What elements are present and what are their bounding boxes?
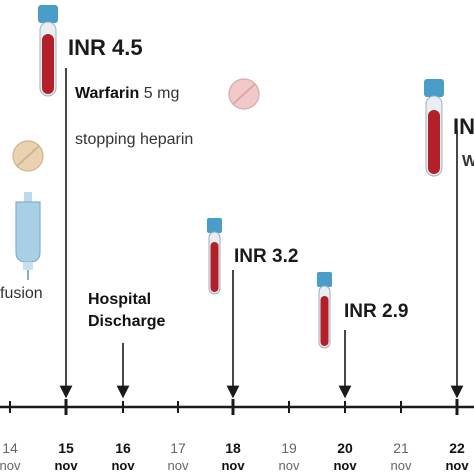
date-day: 16 — [115, 440, 131, 456]
blood-tube-icon — [207, 218, 222, 295]
inr-20-label: INR 2.9 — [344, 301, 409, 322]
date-label: 17 nov — [158, 440, 198, 473]
infusion-label: fusion — [0, 285, 43, 302]
date-label: 20 nov — [325, 440, 365, 473]
edge-partial-label: W — [462, 153, 474, 170]
date-day: 17 — [170, 440, 186, 456]
inr-18-label: INR 3.2 — [234, 246, 299, 267]
date-day: 21 — [393, 440, 409, 456]
date-month: nov — [390, 458, 412, 473]
hospital-discharge-line1: Hospital — [88, 291, 152, 308]
date-label: 16 nov — [103, 440, 143, 473]
date-label: 21 nov — [381, 440, 421, 473]
date-month: nov — [333, 458, 357, 473]
date-day: 19 — [281, 440, 297, 456]
hospital-discharge-line2: Discharge — [88, 313, 166, 330]
date-day: 15 — [58, 440, 74, 456]
hospital-discharge-label: Hospital Discharge — [88, 289, 165, 333]
date-label: 14 nov — [0, 440, 30, 473]
warfarin-drug: Warfarin — [75, 85, 140, 102]
warfarin-dose: 5 mg — [143, 85, 180, 102]
date-label: 19 nov — [269, 440, 309, 473]
date-day: 20 — [337, 440, 353, 456]
date-day: 22 — [449, 440, 465, 456]
inr-22-label: IN — [453, 114, 474, 139]
blood-tube-icon — [317, 272, 332, 349]
iv-bag-icon — [15, 192, 41, 280]
date-month: nov — [54, 458, 78, 473]
date-month: nov — [111, 458, 135, 473]
blood-tube-icon — [424, 79, 444, 177]
date-label: 18 nov — [213, 440, 253, 473]
date-month: nov — [445, 458, 469, 473]
date-month: nov — [278, 458, 300, 473]
pill-icon — [228, 78, 260, 110]
date-label: 22 nov — [437, 440, 474, 473]
date-month: nov — [221, 458, 245, 473]
date-day: 18 — [225, 440, 241, 456]
blood-tube-icon — [38, 5, 58, 97]
pill-icon — [12, 140, 44, 172]
date-day: 14 — [2, 440, 18, 456]
date-month: nov — [0, 458, 21, 473]
timeline-ticks — [9, 399, 459, 415]
inr-15-label: INR 4.5 — [68, 35, 143, 60]
date-month: nov — [167, 458, 189, 473]
stopping-heparin-label: stopping heparin — [75, 131, 194, 148]
warfarin-label: Warfarin 5 mg — [75, 86, 179, 102]
date-label: 15 nov — [46, 440, 86, 473]
